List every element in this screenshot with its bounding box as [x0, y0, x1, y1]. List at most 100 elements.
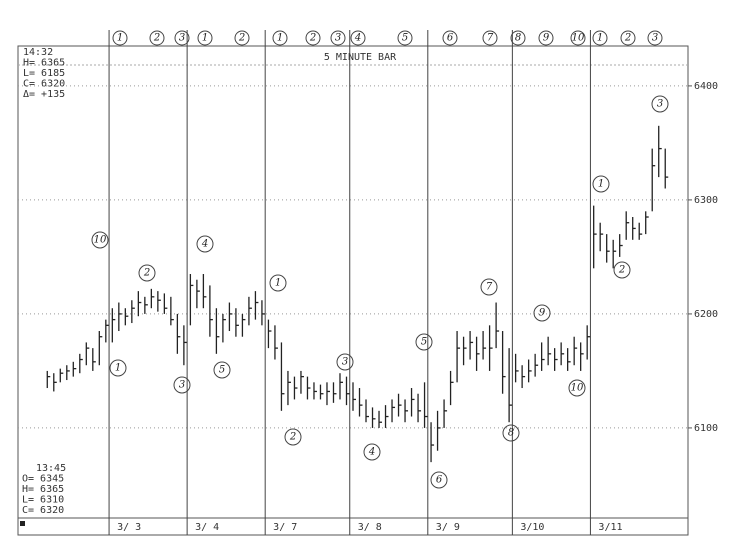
annotation: 8 — [508, 428, 514, 439]
top-mark: 1 — [117, 33, 123, 44]
annotation: 3 — [342, 357, 348, 368]
date-row — [17, 517, 689, 536]
annotation-circle — [213, 361, 231, 379]
annotation-circle — [592, 175, 610, 193]
annotation: 3 — [179, 380, 185, 391]
annotation: 6 — [436, 475, 443, 486]
info-bottom: C= 6320 — [22, 505, 64, 516]
top-mark: 8 — [515, 33, 521, 44]
info-top: C= 6320 — [23, 79, 65, 90]
top-mark-circle — [510, 30, 526, 46]
top-mark: 6 — [447, 33, 454, 44]
corner-square — [20, 521, 25, 526]
annotation: 7 — [486, 282, 493, 293]
top-mark: 3 — [652, 33, 658, 44]
info-bottom: H= 6365 — [22, 484, 64, 495]
top-mark-circle — [647, 30, 663, 46]
y-tick-label: 6300 — [694, 195, 718, 206]
x-tick-label: 3/ 9 — [436, 522, 460, 533]
top-mark-circle — [272, 30, 288, 46]
annotation: 10 — [571, 383, 584, 394]
annotation-circle — [430, 471, 448, 489]
info-bottom: L= 6310 — [22, 495, 64, 506]
top-mark-circle — [305, 30, 321, 46]
annotation: 1 — [115, 363, 121, 374]
top-mark-circle — [397, 30, 413, 46]
annotation-circle — [533, 304, 551, 322]
x-tick-label: 3/ 8 — [358, 522, 382, 533]
y-tick-label: 6400 — [694, 81, 718, 92]
annotation: 3 — [657, 99, 663, 110]
chart-header: 5 MINUTE BAR — [324, 52, 397, 63]
annotation: 10 — [94, 235, 107, 246]
y-tick-label: 6100 — [694, 423, 718, 434]
top-mark-circle — [149, 30, 165, 46]
annotation: 5 — [219, 365, 225, 376]
top-mark: 2 — [238, 33, 245, 44]
top-mark-circle — [538, 30, 554, 46]
annotation-circle — [363, 443, 381, 461]
x-tick-label: 3/ 4 — [195, 522, 219, 533]
annotation-circle — [568, 379, 586, 397]
top-mark: 2 — [153, 33, 160, 44]
annotation: 2 — [289, 432, 296, 443]
annotation-circle — [480, 278, 498, 296]
top-mark-circle — [482, 30, 498, 46]
info-top: 14:32 — [23, 47, 53, 58]
annotation: 2 — [618, 265, 625, 276]
top-mark: 7 — [487, 33, 494, 44]
annotation-circle — [196, 235, 214, 253]
annotation-circle — [651, 95, 669, 113]
top-mark-circle — [350, 30, 366, 46]
top-mark: 3 — [179, 33, 185, 44]
annotation: 1 — [275, 278, 281, 289]
top-mark: 9 — [543, 33, 550, 44]
top-mark-circle — [234, 30, 250, 46]
info-bottom: 13:45 — [36, 463, 66, 474]
annotation-circle — [284, 428, 302, 446]
top-mark-circle — [570, 30, 586, 46]
top-mark-circle — [442, 30, 458, 46]
annotation-circle — [613, 261, 631, 279]
x-tick-label: 3/10 — [520, 522, 544, 533]
annotation: 4 — [368, 447, 375, 458]
top-mark: 3 — [335, 33, 341, 44]
annotation-circle — [269, 274, 287, 292]
top-mark: 1 — [277, 33, 283, 44]
top-mark: 2 — [624, 33, 631, 44]
top-mark: 2 — [309, 33, 316, 44]
annotation-circle — [336, 353, 354, 371]
annotation-circle — [173, 376, 191, 394]
top-mark-circle — [197, 30, 213, 46]
annotation: 5 — [421, 337, 427, 348]
y-tick-label: 6200 — [694, 309, 718, 320]
info-bottom: O= 6345 — [22, 474, 64, 485]
annotation-circle — [415, 333, 433, 351]
info-top: L= 6185 — [23, 68, 65, 79]
top-mark: 5 — [402, 33, 408, 44]
top-mark-circle — [330, 30, 346, 46]
top-mark: 1 — [597, 33, 603, 44]
annotation-circle — [91, 231, 109, 249]
top-mark: 1 — [202, 33, 208, 44]
x-tick-label: 3/11 — [598, 522, 622, 533]
annotation: 9 — [539, 308, 546, 319]
info-top: Δ= +135 — [23, 89, 65, 100]
annotation: 1 — [598, 179, 604, 190]
info-top: H= 6365 — [23, 58, 65, 69]
x-tick-label: 3/ 7 — [273, 522, 297, 533]
top-mark-circle — [592, 30, 608, 46]
annotation: 2 — [143, 268, 150, 279]
top-mark: 4 — [354, 33, 361, 44]
annotation-circle — [502, 424, 520, 442]
annotation: 4 — [201, 239, 208, 250]
x-tick-label: 3/ 3 — [117, 522, 141, 533]
top-mark-circle — [112, 30, 128, 46]
annotation-circle — [109, 359, 127, 377]
top-mark: 10 — [572, 33, 585, 44]
annotation-circle — [138, 264, 156, 282]
top-mark-circle — [174, 30, 190, 46]
